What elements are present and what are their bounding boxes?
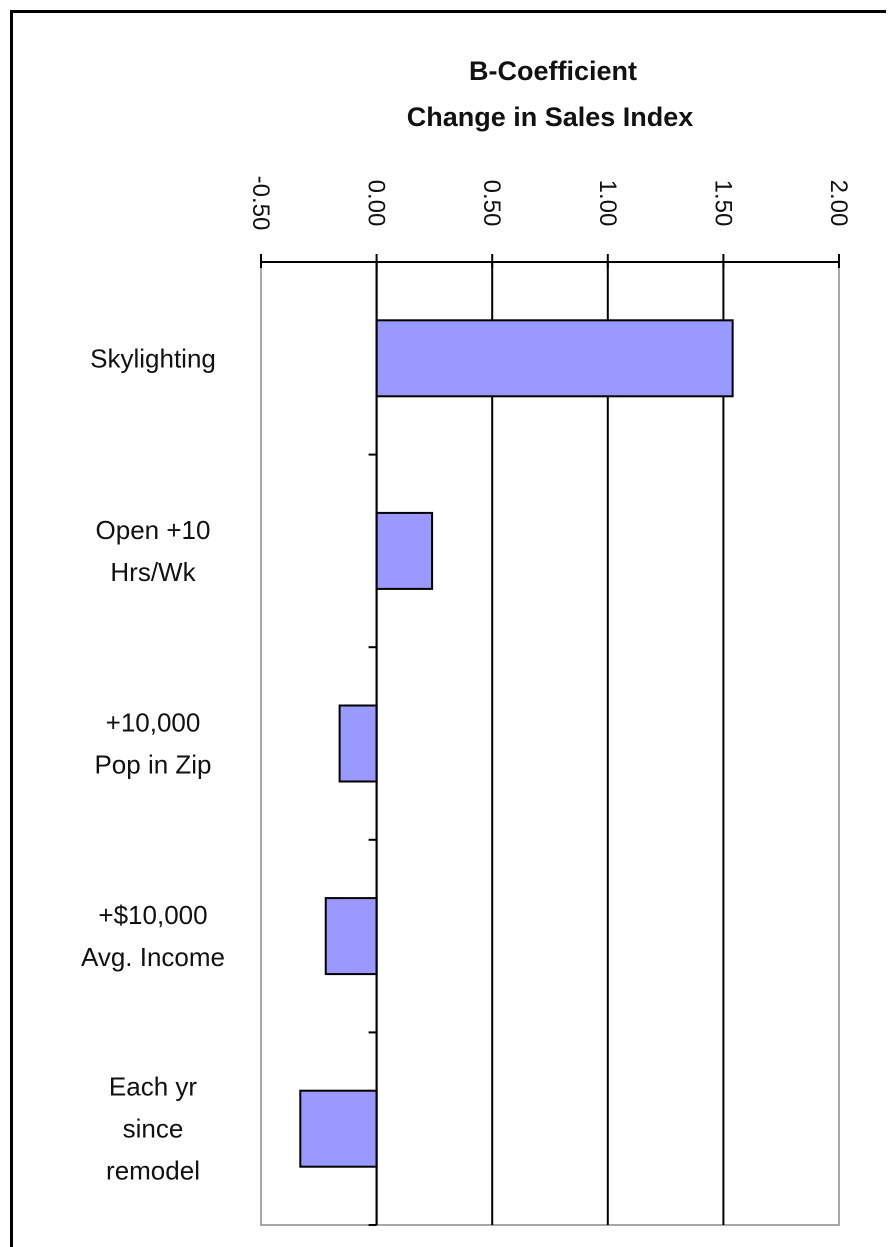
tick-label: 2.00	[825, 180, 852, 227]
bar	[324, 897, 378, 976]
bars	[299, 319, 734, 1168]
tick-label: 0.00	[363, 180, 390, 227]
category-labels: Skylighting Open +10 Hrs/Wk +10,000 Pop in Z…	[81, 343, 225, 1185]
bar	[299, 1089, 378, 1168]
tick-label: 1.00	[594, 180, 621, 227]
tick-label: 1.50	[709, 180, 736, 227]
chart-title: B-Coefficient	[469, 56, 637, 86]
bar	[375, 319, 734, 398]
category-label: +$10,000 Avg. Income	[81, 900, 225, 972]
axes	[260, 254, 840, 1226]
chart-subtitle: Change in Sales Index	[407, 102, 694, 132]
category-label: Open +10 Hrs/Wk	[96, 515, 211, 587]
category-label: Each yr since remodel	[106, 1072, 200, 1186]
category-label: Skylighting	[90, 343, 216, 373]
tick-label: 0.50	[478, 180, 505, 227]
category-label: +10,000 Pop in Zip	[94, 708, 211, 780]
tick-label: -0.50	[247, 176, 274, 231]
gridlines	[375, 262, 725, 1225]
bar	[338, 704, 378, 783]
tick-labels: -0.50 0.00 0.50 1.00 1.50 2.00	[247, 176, 852, 231]
bar	[375, 511, 434, 590]
chart-frame	[10, 10, 886, 1247]
